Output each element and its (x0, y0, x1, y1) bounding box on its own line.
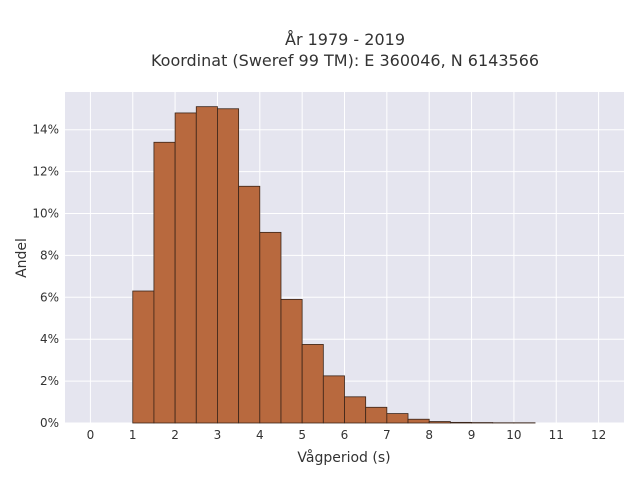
x-tick-label: 5 (298, 428, 306, 442)
histogram-bar (196, 107, 217, 423)
histogram-bar (408, 419, 429, 423)
histogram-bar (345, 397, 366, 423)
histogram-bar (239, 186, 260, 423)
y-axis-label: Andel (14, 238, 30, 278)
histogram-bar (302, 344, 323, 423)
x-tick-label: 3 (214, 428, 222, 442)
histogram-bar (450, 422, 471, 423)
x-tick-label: 9 (468, 428, 476, 442)
histogram-bar (154, 142, 175, 423)
histogram-bar (366, 407, 387, 423)
y-tick-label: 14% (32, 123, 59, 137)
x-tick-label: 6 (341, 428, 349, 442)
x-tick-label: 4 (256, 428, 264, 442)
x-tick-label: 10 (506, 428, 521, 442)
x-tick-label: 8 (425, 428, 433, 442)
chart-title-line2: Koordinat (Sweref 99 TM): E 360046, N 61… (151, 51, 539, 70)
y-tick-label: 4% (40, 332, 59, 346)
chart-title-line1: År 1979 - 2019 (285, 30, 405, 49)
histogram-bar (323, 376, 344, 423)
x-tick-label: 12 (591, 428, 606, 442)
x-tick-label: 0 (87, 428, 95, 442)
histogram-bar (133, 291, 154, 423)
x-tick-label: 1 (129, 428, 137, 442)
x-axis-label: Vågperiod (s) (297, 449, 390, 466)
histogram-bar (260, 232, 281, 423)
y-tick-label: 6% (40, 290, 59, 304)
y-tick-label: 12% (32, 165, 59, 179)
histogram-bar (387, 414, 408, 423)
x-tick-label: 2 (171, 428, 179, 442)
y-tick-labels: 0% 2% 4% 6% 8% 10% 12% 14% (32, 123, 59, 430)
y-tick-label: 10% (32, 207, 59, 221)
y-tick-label: 0% (40, 416, 59, 430)
y-tick-label: 8% (40, 248, 59, 262)
histogram-bar (429, 422, 450, 423)
histogram-bar (217, 109, 238, 423)
x-tick-label: 11 (549, 428, 564, 442)
y-tick-label: 2% (40, 374, 59, 388)
histogram-bar (175, 113, 196, 423)
histogram-bar (281, 299, 302, 423)
x-tick-label: 7 (383, 428, 391, 442)
